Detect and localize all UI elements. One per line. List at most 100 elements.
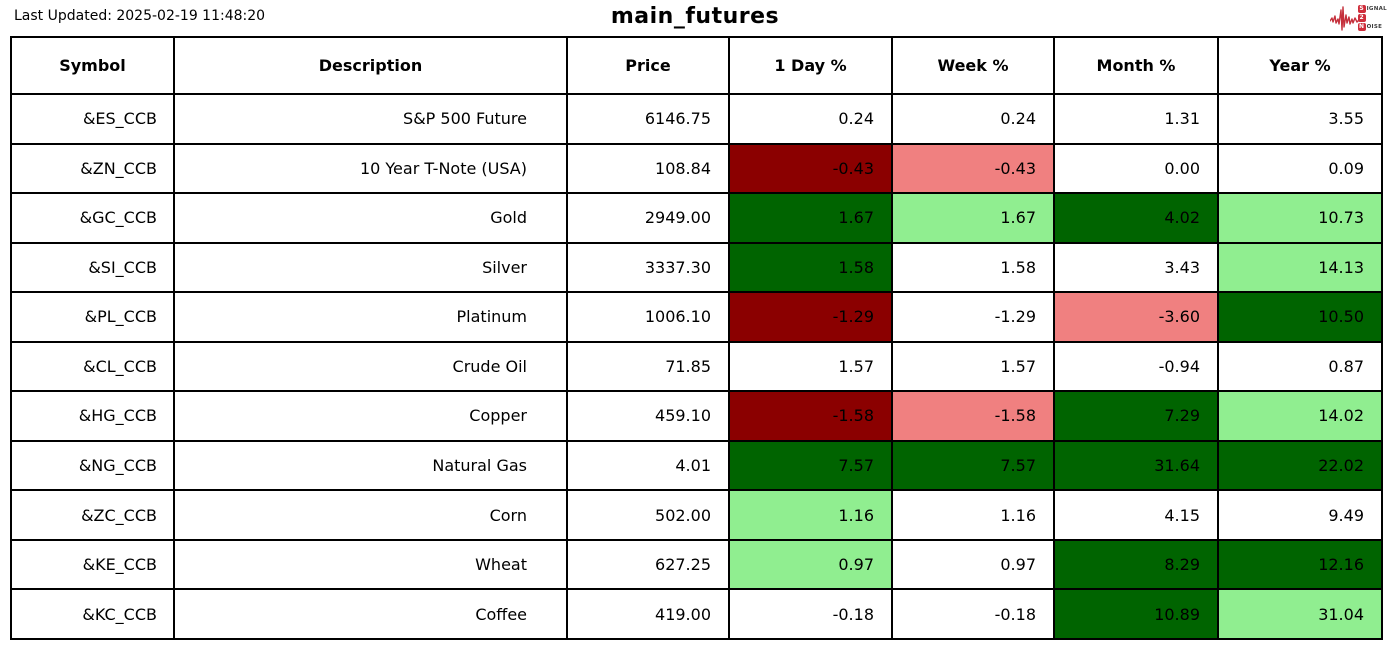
description-cell: 10 Year T-Note (USA) (173, 142, 568, 195)
header-row: Symbol Description Price 1 Day % Week % … (10, 36, 1383, 95)
table-row: &KE_CCB Wheat 627.25 0.97 0.97 8.29 12.16 (10, 538, 1383, 591)
table-row: &ZC_CCB Corn 502.00 1.16 1.16 4.15 9.49 (10, 489, 1383, 541)
month-pct-cell: -0.94 (1053, 340, 1219, 393)
column-header-year-pct: Year % (1217, 36, 1383, 95)
logo-wordmark: S IGNAL 2 N OISE (1357, 5, 1387, 31)
table-row: &PL_CCB Platinum 1006.10 -1.29 -1.29 -3.60 10.… (10, 291, 1383, 343)
table-row: &GC_CCB Gold 2949.00 1.67 1.67 4.02 10.73 (10, 192, 1383, 244)
description-cell: Gold (173, 192, 568, 244)
month-pct-cell: 3.43 (1053, 241, 1219, 294)
symbol-cell: &CL_CCB (10, 340, 175, 393)
price-cell: 2949.00 (566, 192, 730, 244)
day-pct-cell: -1.29 (728, 291, 893, 343)
description-cell: Corn (173, 489, 568, 541)
month-pct-cell: -3.60 (1053, 291, 1219, 343)
year-pct-cell: 9.49 (1217, 489, 1383, 541)
month-pct-cell: 4.15 (1053, 489, 1219, 541)
price-cell: 627.25 (566, 538, 730, 591)
week-pct-cell: 1.58 (891, 241, 1055, 294)
price-cell: 4.01 (566, 439, 730, 492)
column-header-description: Description (173, 36, 568, 95)
logo-letter-s: S (1357, 5, 1366, 13)
description-cell: Platinum (173, 291, 568, 343)
month-pct-cell: 31.64 (1053, 439, 1219, 492)
week-pct-cell: 0.97 (891, 538, 1055, 591)
day-pct-cell: -0.18 (728, 588, 893, 640)
day-pct-cell: 1.16 (728, 489, 893, 541)
day-pct-cell: 0.97 (728, 538, 893, 591)
price-cell: 3337.30 (566, 241, 730, 294)
year-pct-cell: 0.09 (1217, 142, 1383, 195)
top-bar: Last Updated: 2025-02-19 11:48:20 main_f… (0, 0, 1390, 36)
year-pct-cell: 14.13 (1217, 241, 1383, 294)
column-header-1day-pct: 1 Day % (728, 36, 893, 95)
week-pct-cell: -0.18 (891, 588, 1055, 640)
symbol-cell: &GC_CCB (10, 192, 175, 244)
week-pct-cell: -1.29 (891, 291, 1055, 343)
year-pct-cell: 22.02 (1217, 439, 1383, 492)
month-pct-cell: 0.00 (1053, 142, 1219, 195)
day-pct-cell: 1.67 (728, 192, 893, 244)
day-pct-cell: 0.24 (728, 93, 893, 145)
price-cell: 459.10 (566, 390, 730, 442)
month-pct-cell: 4.02 (1053, 192, 1219, 244)
futures-table: Symbol Description Price 1 Day % Week % … (10, 36, 1383, 640)
year-pct-cell: 3.55 (1217, 93, 1383, 145)
year-pct-cell: 12.16 (1217, 538, 1383, 591)
description-cell: Coffee (173, 588, 568, 640)
price-cell: 502.00 (566, 489, 730, 541)
year-pct-cell: 0.87 (1217, 340, 1383, 393)
symbol-cell: &PL_CCB (10, 291, 175, 343)
symbol-cell: &KE_CCB (10, 538, 175, 591)
table-header: Symbol Description Price 1 Day % Week % … (10, 36, 1383, 95)
year-pct-cell: 14.02 (1217, 390, 1383, 442)
logo-letter-2: 2 (1357, 14, 1366, 22)
week-pct-cell: 1.67 (891, 192, 1055, 244)
description-cell: Crude Oil (173, 340, 568, 393)
symbol-cell: &ES_CCB (10, 93, 175, 145)
month-pct-cell: 8.29 (1053, 538, 1219, 591)
week-pct-cell: -0.43 (891, 142, 1055, 195)
column-header-symbol: Symbol (10, 36, 175, 95)
logo-word-ignal: IGNAL (1366, 6, 1387, 12)
day-pct-cell: 1.57 (728, 340, 893, 393)
month-pct-cell: 10.89 (1053, 588, 1219, 640)
day-pct-cell: 7.57 (728, 439, 893, 492)
table-row: &KC_CCB Coffee 419.00 -0.18 -0.18 10.89 31.04 (10, 588, 1383, 640)
symbol-cell: &HG_CCB (10, 390, 175, 442)
description-cell: Silver (173, 241, 568, 294)
logo-letter-n: N (1357, 23, 1366, 31)
table-row: &SI_CCB Silver 3337.30 1.58 1.58 3.43 14.13 (10, 241, 1383, 294)
week-pct-cell: 7.57 (891, 439, 1055, 492)
column-header-price: Price (566, 36, 730, 95)
column-header-week-pct: Week % (891, 36, 1055, 95)
logo-word-oise: OISE (1366, 24, 1383, 30)
symbol-cell: &NG_CCB (10, 439, 175, 492)
price-cell: 419.00 (566, 588, 730, 640)
price-cell: 71.85 (566, 340, 730, 393)
week-pct-cell: -1.58 (891, 390, 1055, 442)
week-pct-cell: 1.57 (891, 340, 1055, 393)
year-pct-cell: 10.73 (1217, 192, 1383, 244)
symbol-cell: &KC_CCB (10, 588, 175, 640)
page-title: main_futures (610, 4, 780, 29)
signal2noise-logo: S IGNAL 2 N OISE (1329, 2, 1387, 34)
month-pct-cell: 1.31 (1053, 93, 1219, 145)
month-pct-cell: 7.29 (1053, 390, 1219, 442)
price-cell: 1006.10 (566, 291, 730, 343)
table-row: &HG_CCB Copper 459.10 -1.58 -1.58 7.29 14.02 (10, 390, 1383, 442)
last-updated-text: Last Updated: 2025-02-19 11:48:20 (14, 8, 266, 24)
table-row: &ZN_CCB 10 Year T-Note (USA) 108.84 -0.43 -0… (10, 142, 1383, 195)
description-cell: Natural Gas (173, 439, 568, 492)
week-pct-cell: 0.24 (891, 93, 1055, 145)
symbol-cell: &ZN_CCB (10, 142, 175, 195)
table-body: &ES_CCB S&P 500 Future 6146.75 0.24 0.24 1.31… (10, 93, 1383, 640)
day-pct-cell: 1.58 (728, 241, 893, 294)
symbol-cell: &SI_CCB (10, 241, 175, 294)
table-row: &NG_CCB Natural Gas 4.01 7.57 7.57 31.64 22.02 (10, 439, 1383, 492)
day-pct-cell: -0.43 (728, 142, 893, 195)
description-cell: Wheat (173, 538, 568, 591)
year-pct-cell: 31.04 (1217, 588, 1383, 640)
price-cell: 6146.75 (566, 93, 730, 145)
table-row: &ES_CCB S&P 500 Future 6146.75 0.24 0.24 1.31… (10, 93, 1383, 145)
